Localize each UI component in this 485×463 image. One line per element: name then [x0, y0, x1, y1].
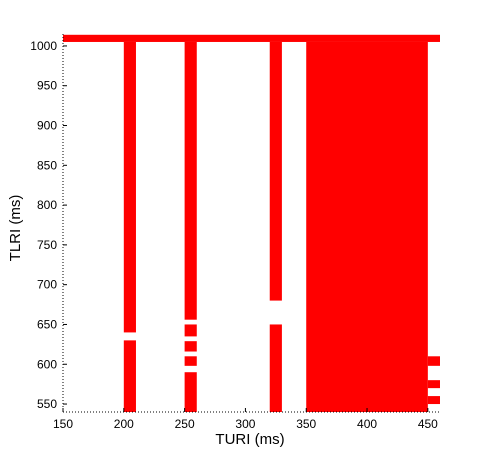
y-tick-label-900: 900	[37, 119, 57, 133]
heatmap-region-13	[427, 356, 440, 366]
heatmap-region-10	[306, 41, 428, 413]
x-tick-label-250: 250	[175, 417, 195, 431]
y-tick-label-550: 550	[37, 397, 57, 411]
x-tick-label-200: 200	[114, 417, 134, 431]
y-axis-label: TLRI (ms)	[7, 195, 24, 262]
x-axis-ticks: 150 200 250 300 350 400 450	[53, 408, 438, 431]
heatmap-region-8	[269, 324, 282, 412]
axes	[62, 34, 440, 413]
x-tick-label-400: 400	[357, 417, 377, 431]
heatmap-region-4	[184, 356, 197, 366]
y-tick-label-950: 950	[37, 79, 57, 93]
heatmap-region-9	[269, 41, 282, 301]
x-axis-label: TURI (ms)	[215, 431, 284, 448]
heatmap-region-12	[427, 380, 440, 389]
y-tick-label-700: 700	[37, 278, 57, 292]
y-axis-ticks: 550 600 650 700 750 800 850 900 950 1000	[30, 39, 67, 411]
heatmap-regions	[63, 34, 440, 413]
heatmap-region-1	[123, 340, 136, 412]
y-tick-label-850: 850	[37, 158, 57, 172]
y-tick-label-600: 600	[37, 357, 57, 371]
y-tick-label-800: 800	[37, 198, 57, 212]
heatmap-region-2	[123, 41, 136, 333]
heatmap-region-6	[184, 324, 197, 337]
y-tick-label-750: 750	[37, 238, 57, 252]
x-tick-label-350: 350	[296, 417, 316, 431]
heatmap-region-0	[63, 34, 440, 42]
x-tick-label-450: 450	[418, 417, 438, 431]
x-tick-label-300: 300	[235, 417, 255, 431]
heatmap-region-11	[427, 396, 440, 405]
heatmap-region-7	[184, 41, 197, 320]
y-tick-label-650: 650	[37, 317, 57, 331]
y-tick-label-1000: 1000	[30, 39, 57, 53]
heatmap-region-5	[184, 341, 197, 352]
x-tick-label-150: 150	[53, 417, 73, 431]
heatmap-region-3	[184, 372, 197, 412]
